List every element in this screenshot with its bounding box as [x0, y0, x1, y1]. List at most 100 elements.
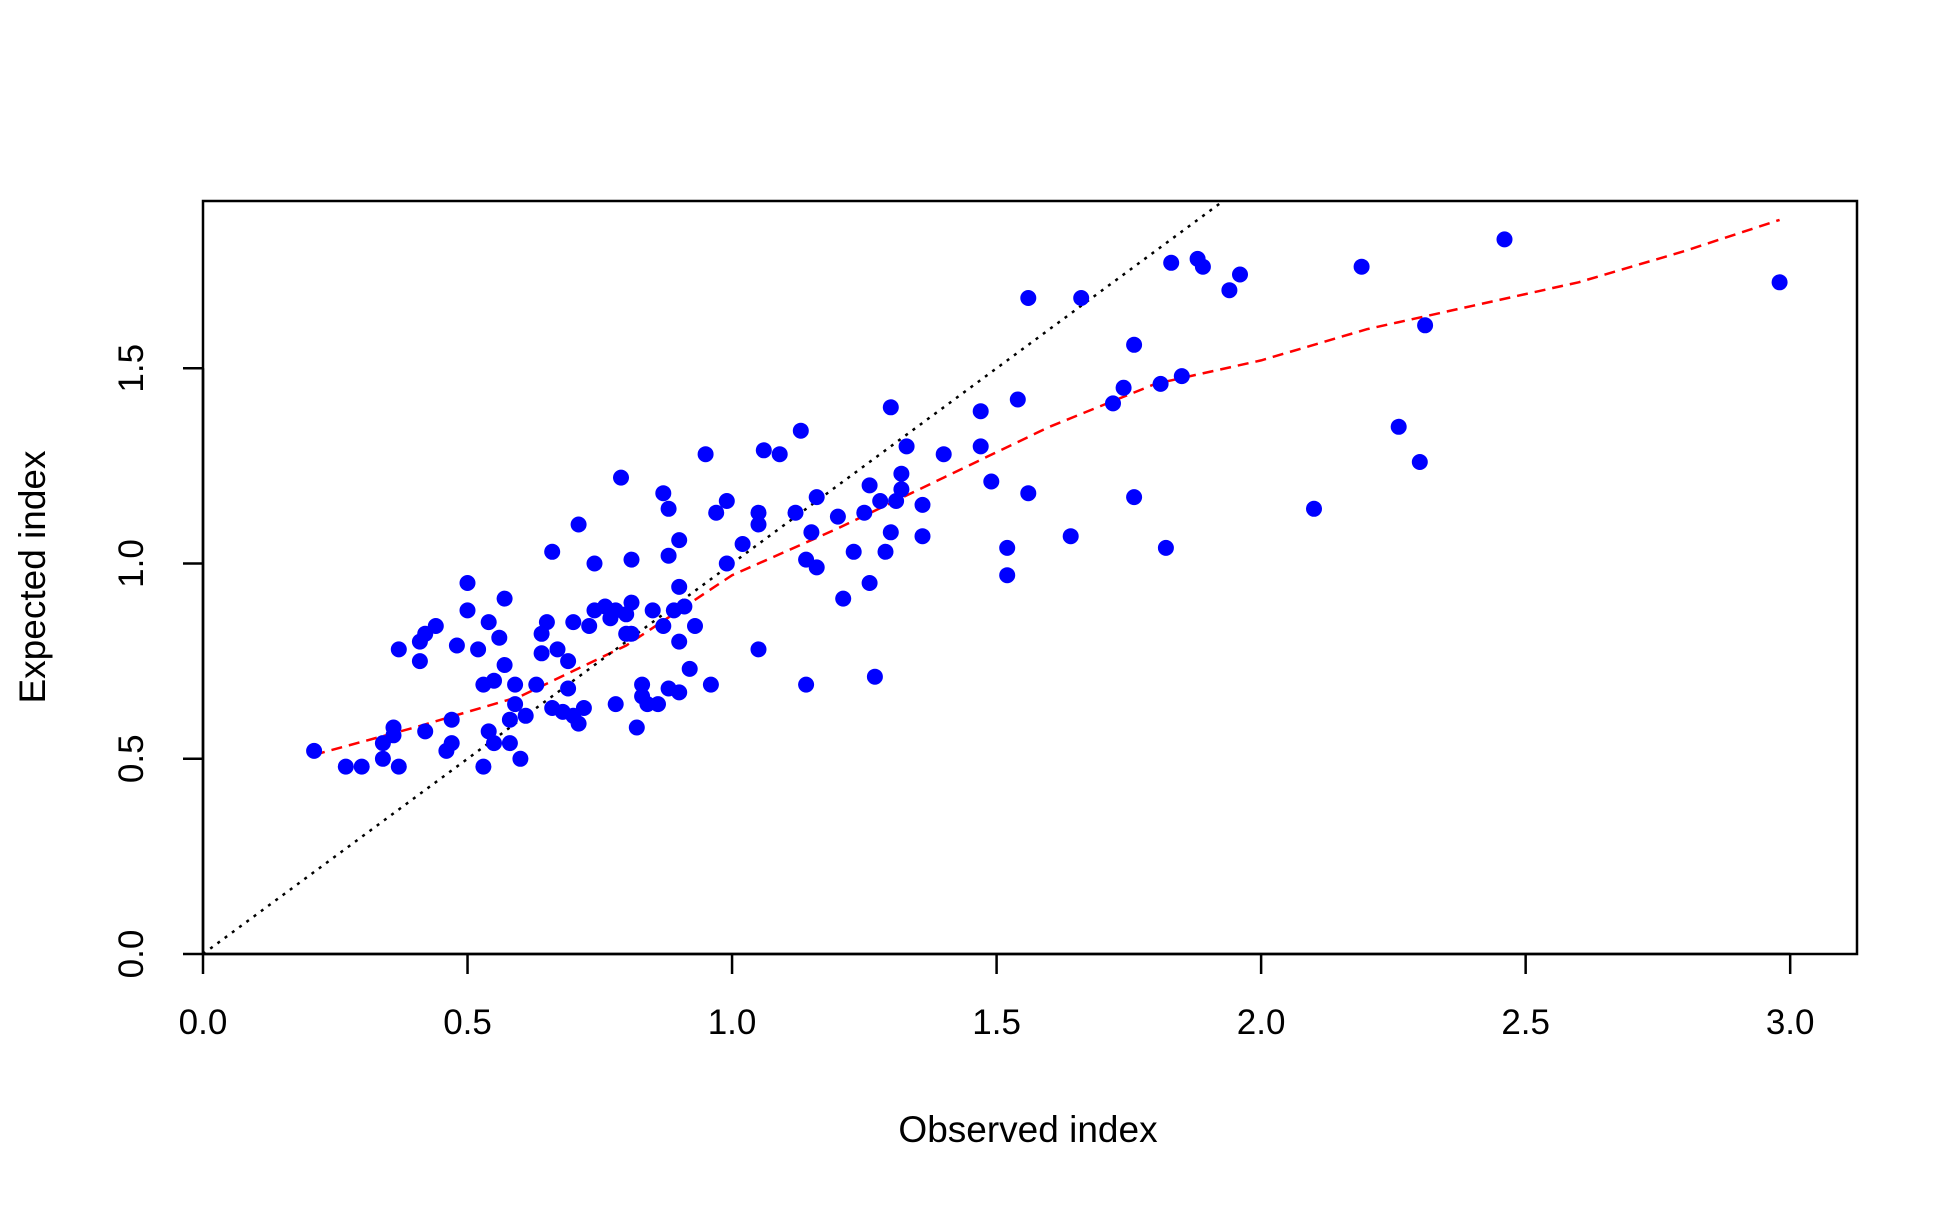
data-point-82 [681, 660, 698, 677]
data-point-49 [570, 516, 587, 533]
data-point-1 [306, 742, 323, 759]
data-point-95 [787, 504, 804, 521]
data-point-65 [628, 719, 645, 736]
data-point-122 [983, 473, 1000, 490]
data-point-112 [882, 399, 899, 416]
data-point-73 [660, 500, 677, 517]
data-point-34 [507, 696, 524, 713]
data-point-126 [1020, 485, 1037, 502]
data-point-71 [655, 485, 672, 502]
data-point-99 [803, 524, 820, 541]
data-point-124 [999, 567, 1016, 584]
data-point-58 [607, 696, 624, 713]
data-point-143 [1353, 258, 1370, 275]
data-point-35 [512, 750, 529, 767]
identity-line-layer [203, 201, 1224, 954]
data-point-29 [496, 657, 513, 673]
data-point-46 [560, 680, 577, 697]
data-point-123 [999, 539, 1016, 556]
data-point-115 [893, 465, 910, 482]
data-point-28 [491, 629, 508, 646]
data-point-18 [448, 637, 465, 654]
data-point-47 [565, 614, 582, 631]
data-point-110 [877, 543, 894, 560]
data-point-16 [443, 711, 460, 728]
data-point-9 [390, 641, 407, 658]
x-tick-label: 3.0 [1766, 1003, 1815, 1042]
data-point-109 [872, 493, 889, 509]
data-point-62 [623, 594, 640, 611]
data-point-80 [671, 684, 688, 701]
data-point-72 [655, 618, 672, 634]
data-point-146 [1417, 317, 1434, 334]
data-point-36 [517, 707, 534, 724]
data-point-14 [427, 618, 444, 634]
data-point-84 [697, 446, 714, 463]
fit-line [313, 218, 1780, 757]
y-tick-label: 1.0 [112, 539, 151, 588]
data-point-50 [570, 715, 587, 732]
data-point-3 [353, 758, 370, 775]
data-point-39 [533, 645, 550, 662]
data-point-77 [671, 532, 688, 549]
data-point-116 [898, 438, 915, 455]
data-point-129 [1073, 290, 1090, 306]
data-point-2 [337, 758, 354, 775]
data-point-33 [507, 676, 524, 693]
data-point-98 [798, 676, 815, 693]
data-point-133 [1126, 489, 1143, 506]
data-point-104 [845, 543, 862, 560]
data-point-59 [613, 469, 629, 486]
data-point-114 [893, 481, 910, 498]
data-point-7 [385, 727, 402, 744]
data-point-144 [1390, 418, 1407, 435]
y-axis: 0.0 0.5 1.0 1.5 [112, 344, 205, 979]
data-point-118 [914, 528, 931, 545]
data-point-11 [411, 653, 428, 670]
data-point-88 [718, 555, 735, 572]
data-point-121 [972, 438, 989, 455]
data-point-45 [560, 653, 577, 670]
data-point-43 [549, 641, 566, 658]
data-point-20 [459, 602, 476, 619]
data-point-142 [1306, 500, 1322, 517]
data-point-147 [1496, 231, 1513, 248]
data-point-125 [1009, 391, 1026, 408]
data-point-117 [914, 496, 931, 513]
y-tick-label: 0.5 [112, 734, 151, 783]
data-point-5 [374, 750, 391, 767]
data-point-81 [676, 598, 693, 615]
data-point-106 [861, 477, 878, 494]
x-tick-label: 0.0 [179, 1003, 228, 1042]
data-point-32 [501, 735, 518, 752]
data-point-93 [755, 442, 772, 459]
data-point-90 [750, 504, 767, 521]
data-point-132 [1126, 336, 1143, 353]
data-point-119 [935, 446, 952, 463]
data-point-85 [702, 676, 719, 693]
data-point-120 [972, 403, 989, 420]
data-point-69 [644, 602, 661, 619]
data-point-52 [581, 618, 598, 634]
data-point-67 [634, 676, 651, 693]
data-point-105 [856, 504, 873, 521]
data-point-24 [480, 614, 497, 631]
data-point-40 [538, 614, 555, 631]
data-point-51 [575, 700, 592, 716]
data-point-96 [792, 422, 809, 439]
y-tick-label: 0.0 [112, 930, 151, 979]
data-point-63 [623, 551, 640, 568]
x-tick-label: 1.0 [708, 1003, 757, 1042]
fit-line-layer [313, 218, 1780, 757]
data-point-102 [829, 508, 846, 525]
data-point-31 [501, 711, 518, 728]
x-tick-label: 2.5 [1501, 1003, 1550, 1042]
data-point-137 [1173, 368, 1190, 385]
data-point-23 [475, 758, 492, 775]
data-point-111 [882, 524, 899, 541]
data-point-17 [443, 735, 460, 752]
data-point-8 [390, 758, 407, 775]
data-point-13 [417, 723, 434, 740]
data-point-75 [660, 547, 677, 564]
